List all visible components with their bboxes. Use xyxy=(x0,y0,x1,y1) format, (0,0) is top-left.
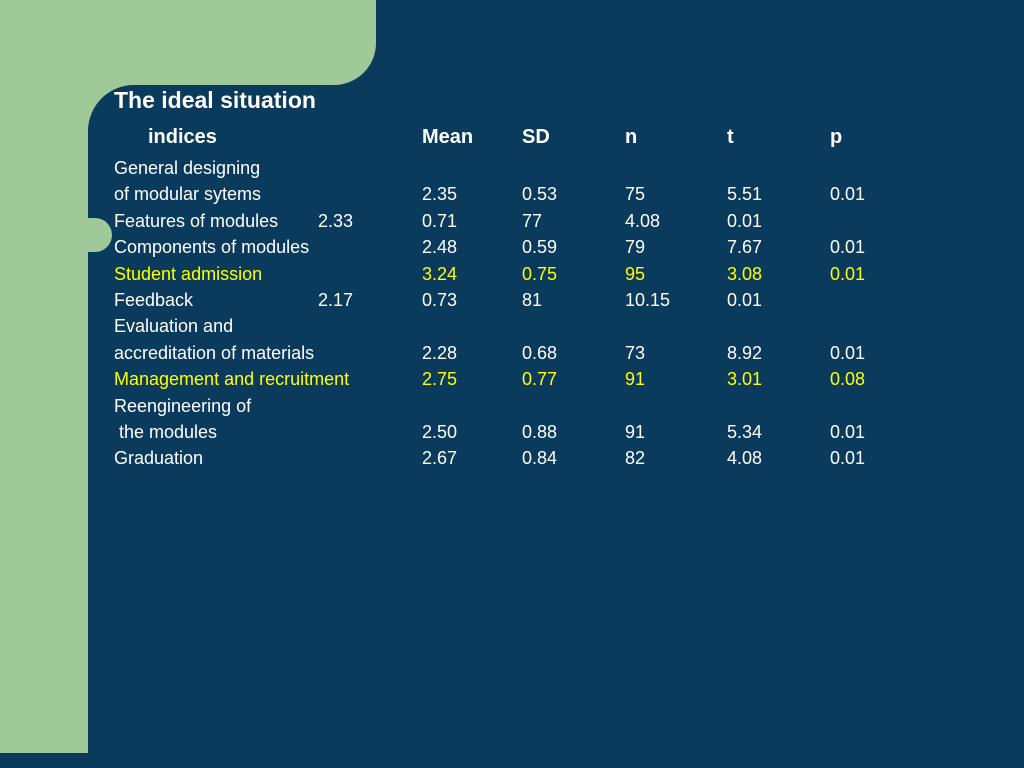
cell-n: 73 xyxy=(625,342,646,363)
page-title: The ideal situation xyxy=(114,87,316,113)
cell-sd: 0.53 xyxy=(522,184,558,205)
cell-t: 5.34 xyxy=(727,421,763,442)
table-row-highlighted: Student admission 3.24 0.75 95 3.08 0.01 xyxy=(114,261,1010,287)
cell-mean: 3.24 xyxy=(422,263,458,284)
table-row: accreditation of materials 2.28 0.68 73 … xyxy=(114,340,1010,366)
cell-sd: 0.88 xyxy=(522,421,558,442)
cell-t: 3.01 xyxy=(727,369,763,390)
cell-n: 82 xyxy=(625,448,646,469)
cell-n: 75 xyxy=(625,184,646,205)
content-panel xyxy=(88,85,1024,768)
cell-mean: 0.73 xyxy=(422,289,458,310)
cell-mean: 2.67 xyxy=(422,448,458,469)
cell-sd: 0.68 xyxy=(522,342,558,363)
cell-p: 0.01 xyxy=(830,263,866,284)
cell-sd: 81 xyxy=(522,289,543,310)
table-row-highlighted: Management and recruitment 2.75 0.77 91 … xyxy=(114,366,1010,392)
cell-p: 0.01 xyxy=(830,184,866,205)
cell-n: 4.08 xyxy=(625,210,661,231)
column-header-n: n xyxy=(625,126,638,148)
cell-indices: of modular sytems xyxy=(114,184,262,205)
cell-p: 0.08 xyxy=(830,369,866,390)
cell-sd: 0.75 xyxy=(522,263,558,284)
table-row: Reengineering of xyxy=(114,393,1010,419)
cell-indices: Graduation xyxy=(114,448,204,469)
cell-p: 0.01 xyxy=(830,421,866,442)
cell-n: 91 xyxy=(625,369,646,390)
column-header-indices: indices xyxy=(148,126,217,148)
cell-extra: 2.33 xyxy=(318,210,354,231)
cell-mean: 2.75 xyxy=(422,369,458,390)
cell-indices: Features of modules xyxy=(114,210,279,231)
cell-p: 0.01 xyxy=(830,237,866,258)
cell-n: 10.15 xyxy=(625,289,671,310)
table-row: of modular sytems 2.35 0.53 75 5.51 0.01 xyxy=(114,181,1010,207)
cell-mean: 2.35 xyxy=(422,184,458,205)
cell-t: 3.08 xyxy=(727,263,763,284)
cell-mean: 0.71 xyxy=(422,210,458,231)
cell-indices: Evaluation and xyxy=(114,316,234,337)
cell-t: 7.67 xyxy=(727,237,763,258)
table-row: General designing xyxy=(114,155,1010,181)
cell-indices: Feedback xyxy=(114,289,194,310)
column-header-t: t xyxy=(727,126,734,148)
cell-indices: Management and recruitment xyxy=(114,369,350,390)
cell-n: 91 xyxy=(625,421,646,442)
cell-indices: Reengineering of xyxy=(114,395,252,416)
cell-sd: 0.84 xyxy=(522,448,558,469)
column-header-mean: Mean xyxy=(422,126,474,148)
cell-sd: 0.77 xyxy=(522,369,558,390)
table-header-row: indices Mean SD n t p xyxy=(114,124,1010,151)
table-row: Evaluation and xyxy=(114,313,1010,339)
cell-n: 95 xyxy=(625,263,646,284)
cell-sd: 77 xyxy=(522,210,543,231)
cell-t: 0.01 xyxy=(727,210,763,231)
cell-indices: the modules xyxy=(114,421,218,442)
column-header-p: p xyxy=(830,126,843,148)
table-row: Features of modules 2.33 0.71 77 4.08 0.… xyxy=(114,208,1010,234)
cell-p: 0.01 xyxy=(830,342,866,363)
cell-t: 8.92 xyxy=(727,342,763,363)
cell-p: 0.01 xyxy=(830,448,866,469)
green-bullet-pill xyxy=(28,218,112,252)
cell-indices: accreditation of materials xyxy=(114,342,315,363)
cell-extra: 2.17 xyxy=(318,289,354,310)
cell-t: 0.01 xyxy=(727,289,763,310)
table-row: Graduation 2.67 0.84 82 4.08 0.01 xyxy=(114,445,1010,471)
cell-mean: 2.50 xyxy=(422,421,458,442)
cell-indices: Student admission xyxy=(114,263,263,284)
cell-mean: 2.48 xyxy=(422,237,458,258)
slide-content: The ideal situation indices Mean SD n t … xyxy=(114,86,1010,472)
table-row: Feedback 2.17 0.73 81 10.15 0.01 xyxy=(114,287,1010,313)
cell-sd: 0.59 xyxy=(522,237,558,258)
table-row: the modules 2.50 0.88 91 5.34 0.01 xyxy=(114,419,1010,445)
cell-n: 79 xyxy=(625,237,646,258)
top-green-block xyxy=(0,0,376,85)
cell-mean: 2.28 xyxy=(422,342,458,363)
column-header-sd: SD xyxy=(522,126,550,148)
cell-indices: General designing xyxy=(114,158,261,178)
table-row: Components of modules 2.48 0.59 79 7.67 … xyxy=(114,234,1010,260)
cell-indices: Components of modules xyxy=(114,237,310,258)
cell-t: 4.08 xyxy=(727,448,763,469)
cell-t: 5.51 xyxy=(727,184,763,205)
left-green-bar xyxy=(0,0,88,753)
